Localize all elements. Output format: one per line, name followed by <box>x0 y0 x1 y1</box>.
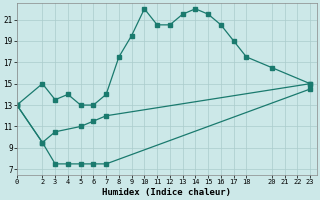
X-axis label: Humidex (Indice chaleur): Humidex (Indice chaleur) <box>102 188 231 197</box>
